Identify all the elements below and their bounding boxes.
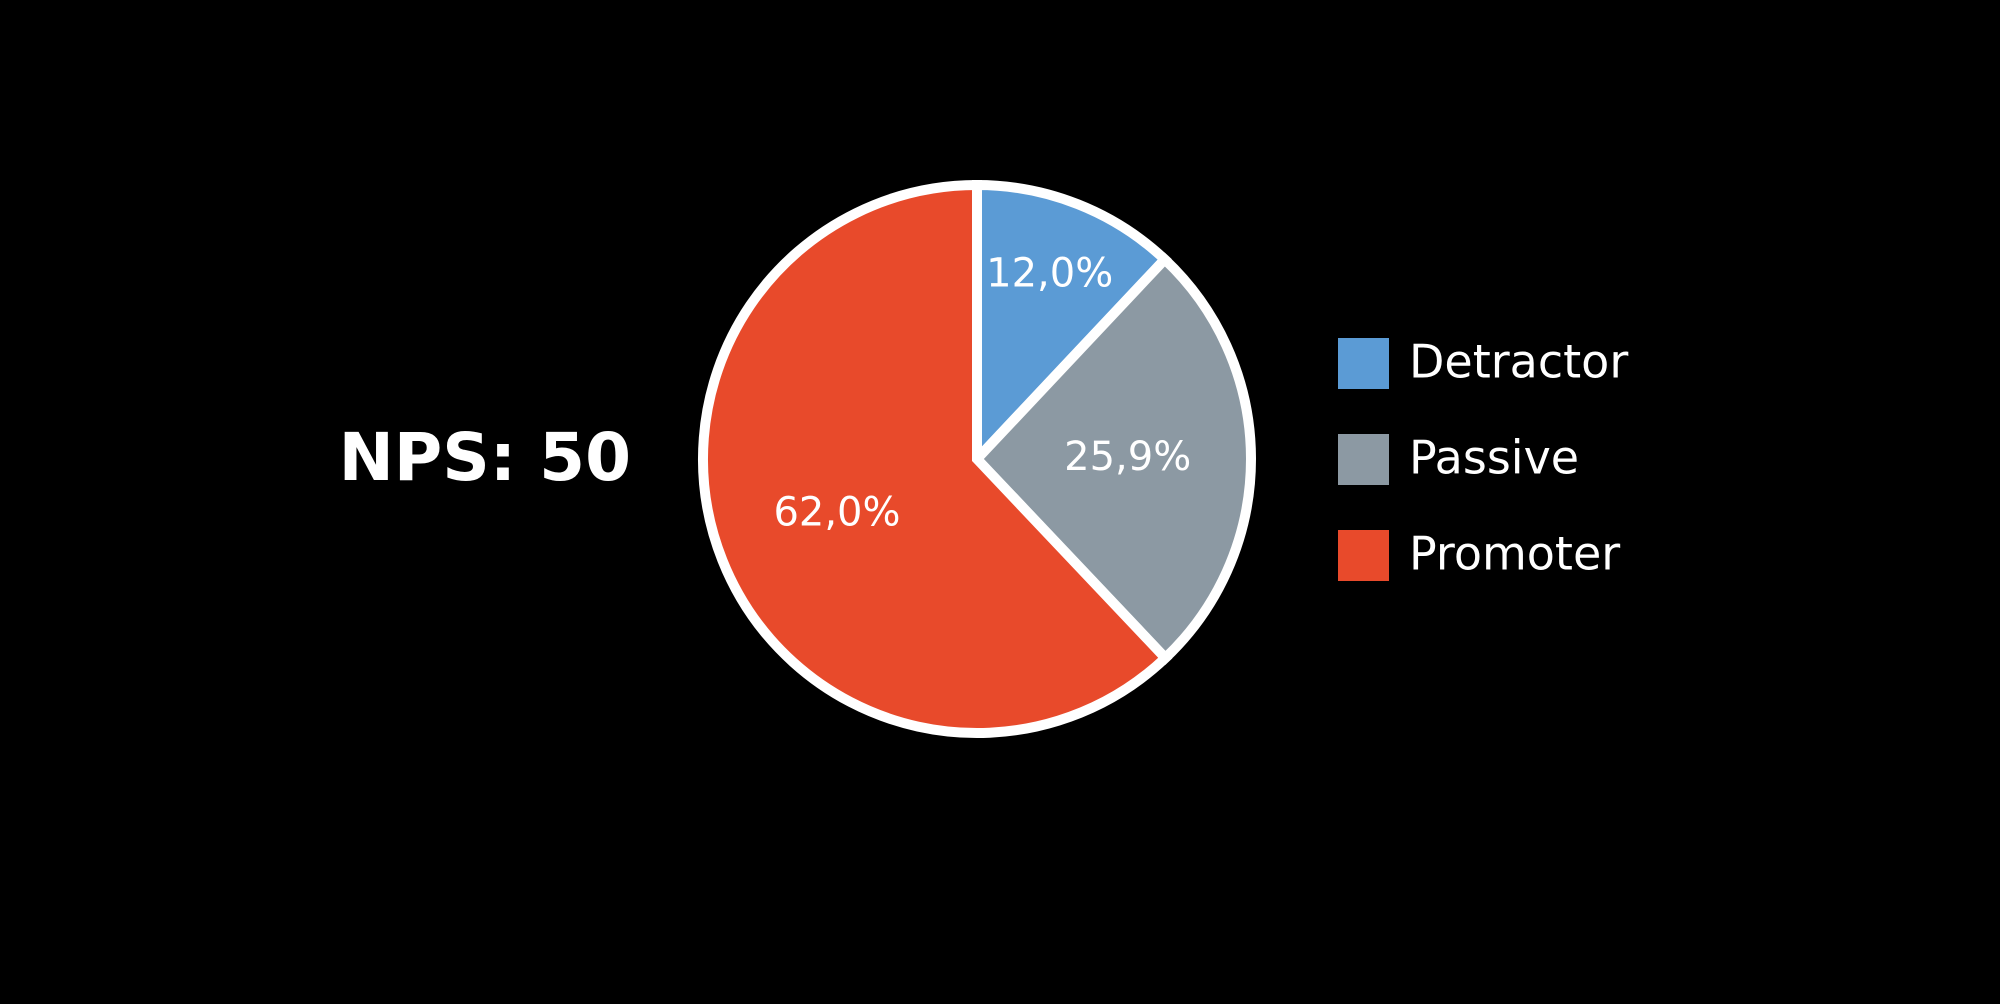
- legend-label: Detractor: [1409, 335, 1628, 389]
- pie-slice: [698, 179, 1173, 738]
- legend-label: Passive: [1409, 431, 1579, 485]
- pie-slice: [970, 252, 1256, 666]
- slice-label: 12,0%: [986, 251, 1113, 297]
- nps-annotation: NPS: 50: [339, 419, 631, 496]
- slice-label: 62,0%: [773, 490, 900, 536]
- legend-swatch: [1338, 338, 1389, 389]
- pie-slice: [972, 179, 1172, 472]
- slice-label: 25,9%: [1064, 434, 1191, 480]
- legend-swatch: [1338, 530, 1389, 581]
- legend-swatch: [1338, 434, 1389, 485]
- legend-label: Promoter: [1409, 527, 1620, 581]
